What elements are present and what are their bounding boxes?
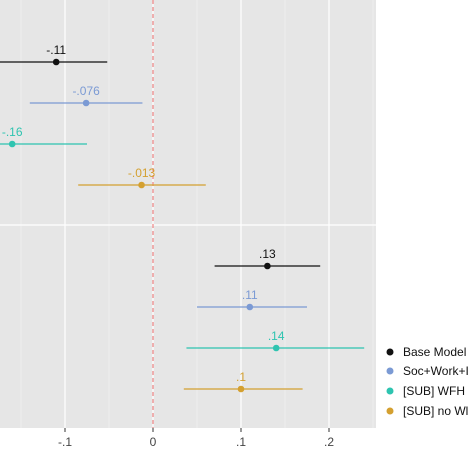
point-estimate <box>8 140 16 148</box>
point-estimate <box>237 385 245 393</box>
point-estimate <box>52 58 60 66</box>
data-label: .14 <box>268 329 285 343</box>
data-label: -.16 <box>2 125 23 139</box>
point-estimate <box>246 303 254 311</box>
legend-label: Soc+Work+I <box>403 364 469 378</box>
data-label: .1 <box>236 370 246 384</box>
data-label: -.11 <box>46 43 66 57</box>
legend: Base Model Soc+Work+I [SUB] WFH [SUB] no Wl <box>386 345 469 418</box>
data-label: .13 <box>259 247 276 261</box>
data-label: -.013 <box>128 166 156 180</box>
x-tick-label: .1 <box>236 435 246 449</box>
point-estimate <box>138 181 145 189</box>
data-label: .11 <box>242 288 258 302</box>
legend-marker <box>386 348 394 356</box>
x-tick-label: 0 <box>150 435 157 449</box>
legend-marker <box>386 407 394 415</box>
legend-marker <box>386 387 394 395</box>
point-estimate <box>82 99 90 107</box>
legend-marker <box>386 367 394 375</box>
grid-lines <box>0 0 376 428</box>
legend-label: Base Model <box>403 345 466 359</box>
point-estimate <box>272 344 280 352</box>
legend-label: [SUB] WFH <box>403 384 465 398</box>
x-tick-label: .2 <box>324 435 334 449</box>
x-tick-label: -.1 <box>58 435 72 449</box>
plot-panel <box>0 0 376 428</box>
point-estimate <box>264 262 271 270</box>
x-axis: -.1 0 .1 .2 <box>58 428 334 449</box>
legend-label: [SUB] no Wl <box>403 404 468 418</box>
data-marks: -.11 .13 -.076 .11 -.16 .14 -.013 .1 <box>0 43 365 393</box>
data-label: -.076 <box>72 84 100 98</box>
